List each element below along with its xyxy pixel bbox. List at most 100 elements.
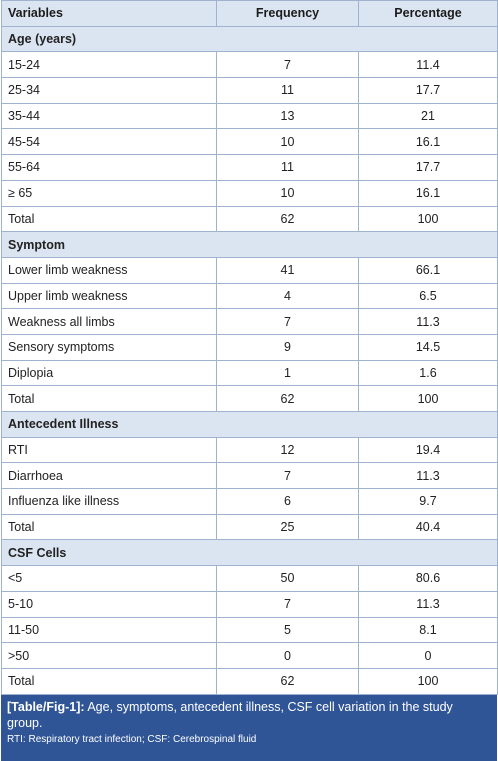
cell: 11.3 [358,590,498,618]
data-row: Diarrhoea 7 11.3 [1,462,498,490]
cell: 8.1 [358,616,498,644]
cell: 100 [358,385,498,412]
data-row: 55-64 11 17.7 [1,154,498,181]
row-label: 35-44 [1,102,217,130]
cell: 0 [358,642,498,669]
cell: 40.4 [358,513,498,541]
cell: 11 [216,154,359,181]
cell: 80.6 [358,565,498,592]
data-row: Sensory symptoms 9 14.5 [1,333,498,361]
data-row: <5 50 80.6 [1,565,498,592]
cell: 11 [216,77,359,104]
cell: 9.7 [358,488,498,515]
data-row: Total 62 100 [1,667,498,695]
data-row: Upper limb weakness 4 6.5 [1,282,498,310]
cell: 6 [216,488,359,515]
row-label: Diarrhoea [1,462,217,490]
caption-label: [Table/Fig-1]: [7,700,85,714]
cell: 1 [216,359,359,387]
cell: 62 [216,667,359,695]
data-row: Total 62 100 [1,205,498,233]
data-row: Total 62 100 [1,385,498,412]
cell: 0 [216,642,359,669]
cell: 100 [358,205,498,233]
data-row: RTI 12 19.4 [1,436,498,464]
cell: 7 [216,590,359,618]
cell: 11.4 [358,51,498,79]
cell: 5 [216,616,359,644]
row-label: 15-24 [1,51,217,79]
row-label: Sensory symptoms [1,333,217,361]
data-row: 11-50 5 8.1 [1,616,498,644]
row-label: 25-34 [1,77,217,104]
cell: 41 [216,256,359,284]
cell: 25 [216,513,359,541]
cell: 21 [358,102,498,130]
data-row: 15-24 7 11.4 [1,51,498,79]
row-label: >50 [1,642,217,669]
cell: 19.4 [358,436,498,464]
section-row: Age (years) [1,25,498,53]
caption: [Table/Fig-1]: Age, symptoms, antecedent… [1,695,497,761]
cell: 10 [216,179,359,207]
data-row: Lower limb weakness 41 66.1 [1,256,498,284]
cell: 1.6 [358,359,498,387]
cell: 7 [216,51,359,79]
cell: 62 [216,385,359,412]
cell: 11.3 [358,308,498,335]
header-cell: Frequency [216,0,359,27]
header-row: Variables Frequency Percentage [1,0,498,27]
cell: 13 [216,102,359,130]
caption-main: [Table/Fig-1]: Age, symptoms, antecedent… [7,699,491,731]
caption-text: Age, symptoms, antecedent illness, CSF c… [7,700,453,730]
cell: 4 [216,282,359,310]
row-label: 5-10 [1,590,217,618]
data-row: >50 0 0 [1,642,498,669]
cell: 10 [216,128,359,156]
cell: 7 [216,462,359,490]
data-row: 25-34 11 17.7 [1,77,498,104]
section-row: Symptom [1,231,498,258]
data-row: Weakness all limbs 7 11.3 [1,308,498,335]
section-title: Age (years) [1,25,498,53]
cell: 17.7 [358,77,498,104]
section-title: Symptom [1,231,498,258]
row-label: Total [1,385,217,412]
data-row: Total 25 40.4 [1,513,498,541]
row-label: 45-54 [1,128,217,156]
cell: 11.3 [358,462,498,490]
row-label: Weakness all limbs [1,308,217,335]
header-cell: Percentage [358,0,498,27]
cell: 7 [216,308,359,335]
data-table: Variables Frequency Percentage Age (years)… [1,0,498,695]
row-label: Total [1,667,217,695]
cell: 100 [358,667,498,695]
row-label: Total [1,205,217,233]
row-label: ≥ 65 [1,179,217,207]
data-row: Diplopia 1 1.6 [1,359,498,387]
cell: 16.1 [358,179,498,207]
section-row: Antecedent Illness [1,411,498,438]
row-label: RTI [1,436,217,464]
row-label: Lower limb weakness [1,256,217,284]
row-label: Diplopia [1,359,217,387]
cell: 50 [216,565,359,592]
data-row: 35-44 13 21 [1,102,498,130]
section-title: CSF Cells [1,539,498,567]
caption-note: RTI: Respiratory tract infection; CSF: C… [7,734,257,745]
cell: 12 [216,436,359,464]
cell: 17.7 [358,154,498,181]
row-label: 11-50 [1,616,217,644]
row-label: <5 [1,565,217,592]
data-row: Influenza like illness 6 9.7 [1,488,498,515]
cell: 14.5 [358,333,498,361]
cell: 16.1 [358,128,498,156]
cell: 9 [216,333,359,361]
row-label: Influenza like illness [1,488,217,515]
data-row: ≥ 65 10 16.1 [1,179,498,207]
cell: 6.5 [358,282,498,310]
section-row: CSF Cells [1,539,498,567]
cell: 62 [216,205,359,233]
row-label: 55-64 [1,154,217,181]
